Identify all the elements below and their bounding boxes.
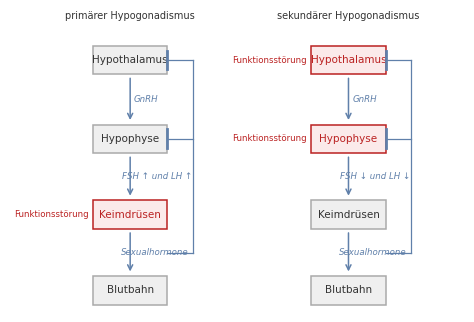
FancyBboxPatch shape bbox=[93, 276, 167, 305]
FancyBboxPatch shape bbox=[93, 200, 167, 229]
FancyBboxPatch shape bbox=[311, 125, 386, 153]
Text: Sexualhormone: Sexualhormone bbox=[120, 248, 188, 257]
Text: Blutbahn: Blutbahn bbox=[107, 285, 154, 295]
FancyBboxPatch shape bbox=[311, 46, 386, 74]
Text: Hypophyse: Hypophyse bbox=[319, 134, 378, 144]
Text: FSH ↑ und LH ↑: FSH ↑ und LH ↑ bbox=[122, 172, 192, 181]
Text: Funktionsstörung: Funktionsstörung bbox=[232, 134, 307, 143]
Text: Keimdrüsen: Keimdrüsen bbox=[318, 210, 379, 220]
FancyBboxPatch shape bbox=[93, 46, 167, 74]
Text: Hypothalamus: Hypothalamus bbox=[92, 55, 168, 65]
Text: GnRH: GnRH bbox=[353, 95, 377, 104]
FancyBboxPatch shape bbox=[93, 125, 167, 153]
Text: primärer Hypogonadismus: primärer Hypogonadismus bbox=[65, 11, 195, 21]
Text: Keimdrüsen: Keimdrüsen bbox=[99, 210, 161, 220]
Text: Hypophyse: Hypophyse bbox=[101, 134, 159, 144]
Text: Sexualhormone: Sexualhormone bbox=[339, 248, 406, 257]
Text: Blutbahn: Blutbahn bbox=[325, 285, 372, 295]
Text: sekundärer Hypogonadismus: sekundärer Hypogonadismus bbox=[277, 11, 419, 21]
Text: Funktionsstörung: Funktionsstörung bbox=[232, 55, 307, 64]
Text: Hypothalamus: Hypothalamus bbox=[310, 55, 386, 65]
Text: GnRH: GnRH bbox=[134, 95, 159, 104]
Text: FSH ↓ und LH ↓: FSH ↓ und LH ↓ bbox=[340, 172, 410, 181]
FancyBboxPatch shape bbox=[311, 276, 386, 305]
FancyBboxPatch shape bbox=[311, 200, 386, 229]
Text: Funktionsstörung: Funktionsstörung bbox=[14, 210, 88, 219]
